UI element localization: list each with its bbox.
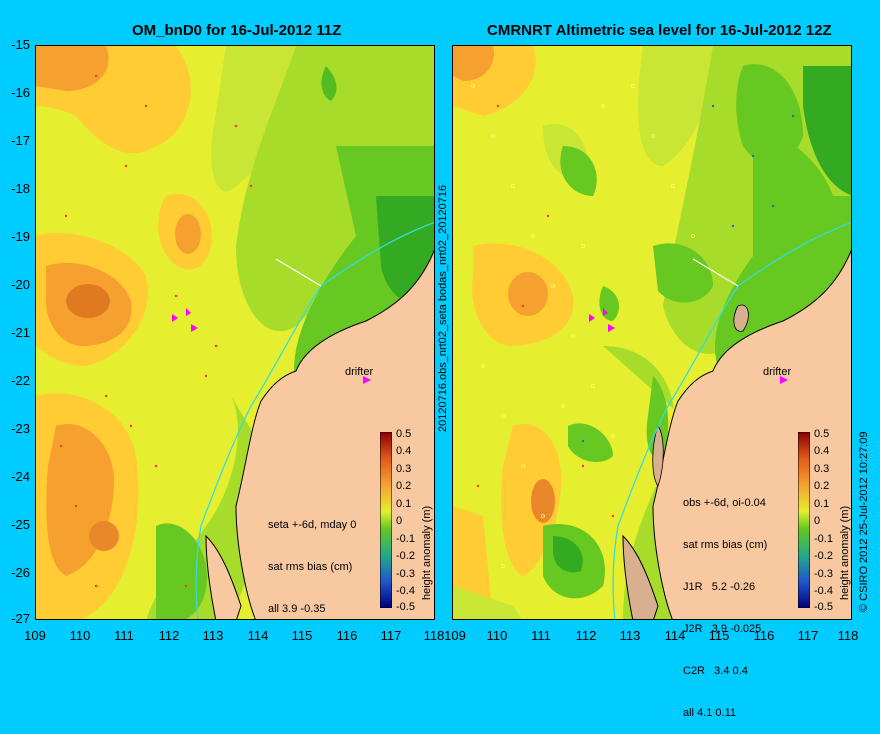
x-tick-label: 115 [708, 628, 730, 643]
colorbar-tick: 0.2 [814, 480, 830, 492]
y-tick-label: -18 [11, 181, 30, 196]
colorbar-tick: -0.5 [396, 601, 415, 613]
x-tick-label: 117 [797, 628, 819, 643]
colorbar-gradient [798, 432, 810, 608]
y-tick-label: -20 [11, 277, 30, 292]
x-tick-label: 109 [24, 628, 46, 643]
colorbar-tick: -0.1 [814, 533, 833, 545]
colorbar-title: height anomaly (m) [421, 505, 433, 600]
y-tick-label: -25 [11, 517, 30, 532]
colorbar-tick: -0.3 [396, 568, 415, 580]
colorbar-tick: -0.3 [814, 568, 833, 580]
x-tick-label: 111 [531, 628, 551, 643]
stats-line: J2R 3.9 -0.025 [683, 623, 762, 635]
copyright-text: © CSIRO 2012 25-Jul-2012 10:27:09 [858, 431, 870, 612]
x-tick-label: 114 [664, 628, 686, 643]
x-tick-label: 112 [158, 628, 180, 643]
colorbar-tick: 0 [814, 515, 821, 527]
stats-line: seta +-6d, mday 0 [268, 519, 357, 531]
stats-line: sat rms bias (cm) [268, 561, 353, 573]
right-stats: obs +-6d, oi-0.04 sat rms bias (cm) J1R … [683, 468, 767, 734]
x-tick-label: 110 [486, 628, 508, 643]
y-tick-label: -22 [11, 373, 30, 388]
x-tick-label: 110 [69, 628, 91, 643]
colorbar-tick: -0.2 [396, 550, 415, 562]
colorbar-tick: 0.4 [396, 445, 412, 457]
x-tick-label: 113 [619, 628, 641, 643]
colorbar-tick: 0.1 [814, 498, 830, 510]
x-tick-label: 117 [380, 628, 402, 643]
left-stats: seta +-6d, mday 0 sat rms bias (cm) all … [268, 490, 356, 630]
y-tick-label: -27 [11, 611, 30, 626]
x-tick-label: 118 [423, 628, 445, 643]
y-tick-label: -24 [11, 469, 30, 484]
stats-line: all 3.9 -0.35 [268, 603, 326, 615]
colorbar-tick: 0.5 [814, 428, 830, 440]
y-tick-label: -17 [11, 133, 30, 148]
stats-line: obs +-6d, oi-0.04 [683, 497, 766, 509]
y-tick-label: -26 [11, 565, 30, 580]
colorbar-tick: 0 [396, 515, 403, 527]
right-map-field [453, 46, 851, 619]
colorbar-tick: 0.1 [396, 498, 412, 510]
colorbar-tick: -0.2 [814, 550, 833, 562]
x-tick-label: 112 [575, 628, 597, 643]
y-tick-label: -15 [11, 37, 30, 52]
colorbar-tick: 0.4 [814, 445, 830, 457]
colorbar-tick: 0.3 [814, 463, 830, 475]
colorbar-tick: -0.4 [396, 585, 415, 597]
right-drifter-label: drifter [763, 366, 792, 378]
left-map-field [36, 46, 434, 619]
file-label: 20120716.obs_nrt02_seta bodas_nrt02_2012… [437, 184, 449, 432]
y-tick-label: -19 [11, 229, 30, 244]
colorbar-tick: -0.5 [814, 601, 833, 613]
y-tick-label: -23 [11, 421, 30, 436]
stats-line: sat rms bias (cm) [683, 539, 768, 551]
colorbar-tick: 0.5 [396, 428, 412, 440]
colorbar-title: height anomaly (m) [839, 505, 851, 600]
x-tick-label: 118 [837, 628, 859, 643]
colorbar-tick: -0.1 [396, 533, 415, 545]
stats-line: all 4.1 0.11 [683, 707, 737, 719]
x-tick-label: 111 [114, 628, 134, 643]
x-tick-label: 116 [753, 628, 775, 643]
colorbar-tick: 0.2 [396, 480, 412, 492]
x-tick-label: 114 [247, 628, 269, 643]
y-tick-label: -16 [11, 85, 30, 100]
left-drifter-label: drifter [345, 366, 374, 378]
left-map[interactable] [35, 45, 435, 620]
left-map-title: OM_bnD0 for 16-Jul-2012 11Z [132, 22, 342, 39]
colorbar-tick: 0.3 [396, 463, 412, 475]
x-tick-label: 113 [202, 628, 224, 643]
stats-line: J1R 5.2 -0.26 [683, 581, 756, 593]
colorbar-tick: -0.4 [814, 585, 833, 597]
y-tick-label: -21 [11, 325, 30, 340]
right-map[interactable] [452, 45, 852, 620]
colorbar-gradient [380, 432, 392, 608]
x-tick-label: 116 [336, 628, 358, 643]
right-map-title: CMRNRT Altimetric sea level for 16-Jul-2… [487, 22, 832, 39]
stats-line: C2R 3.4 0.4 [683, 665, 748, 677]
x-tick-label: 109 [444, 628, 466, 643]
x-tick-label: 115 [291, 628, 313, 643]
